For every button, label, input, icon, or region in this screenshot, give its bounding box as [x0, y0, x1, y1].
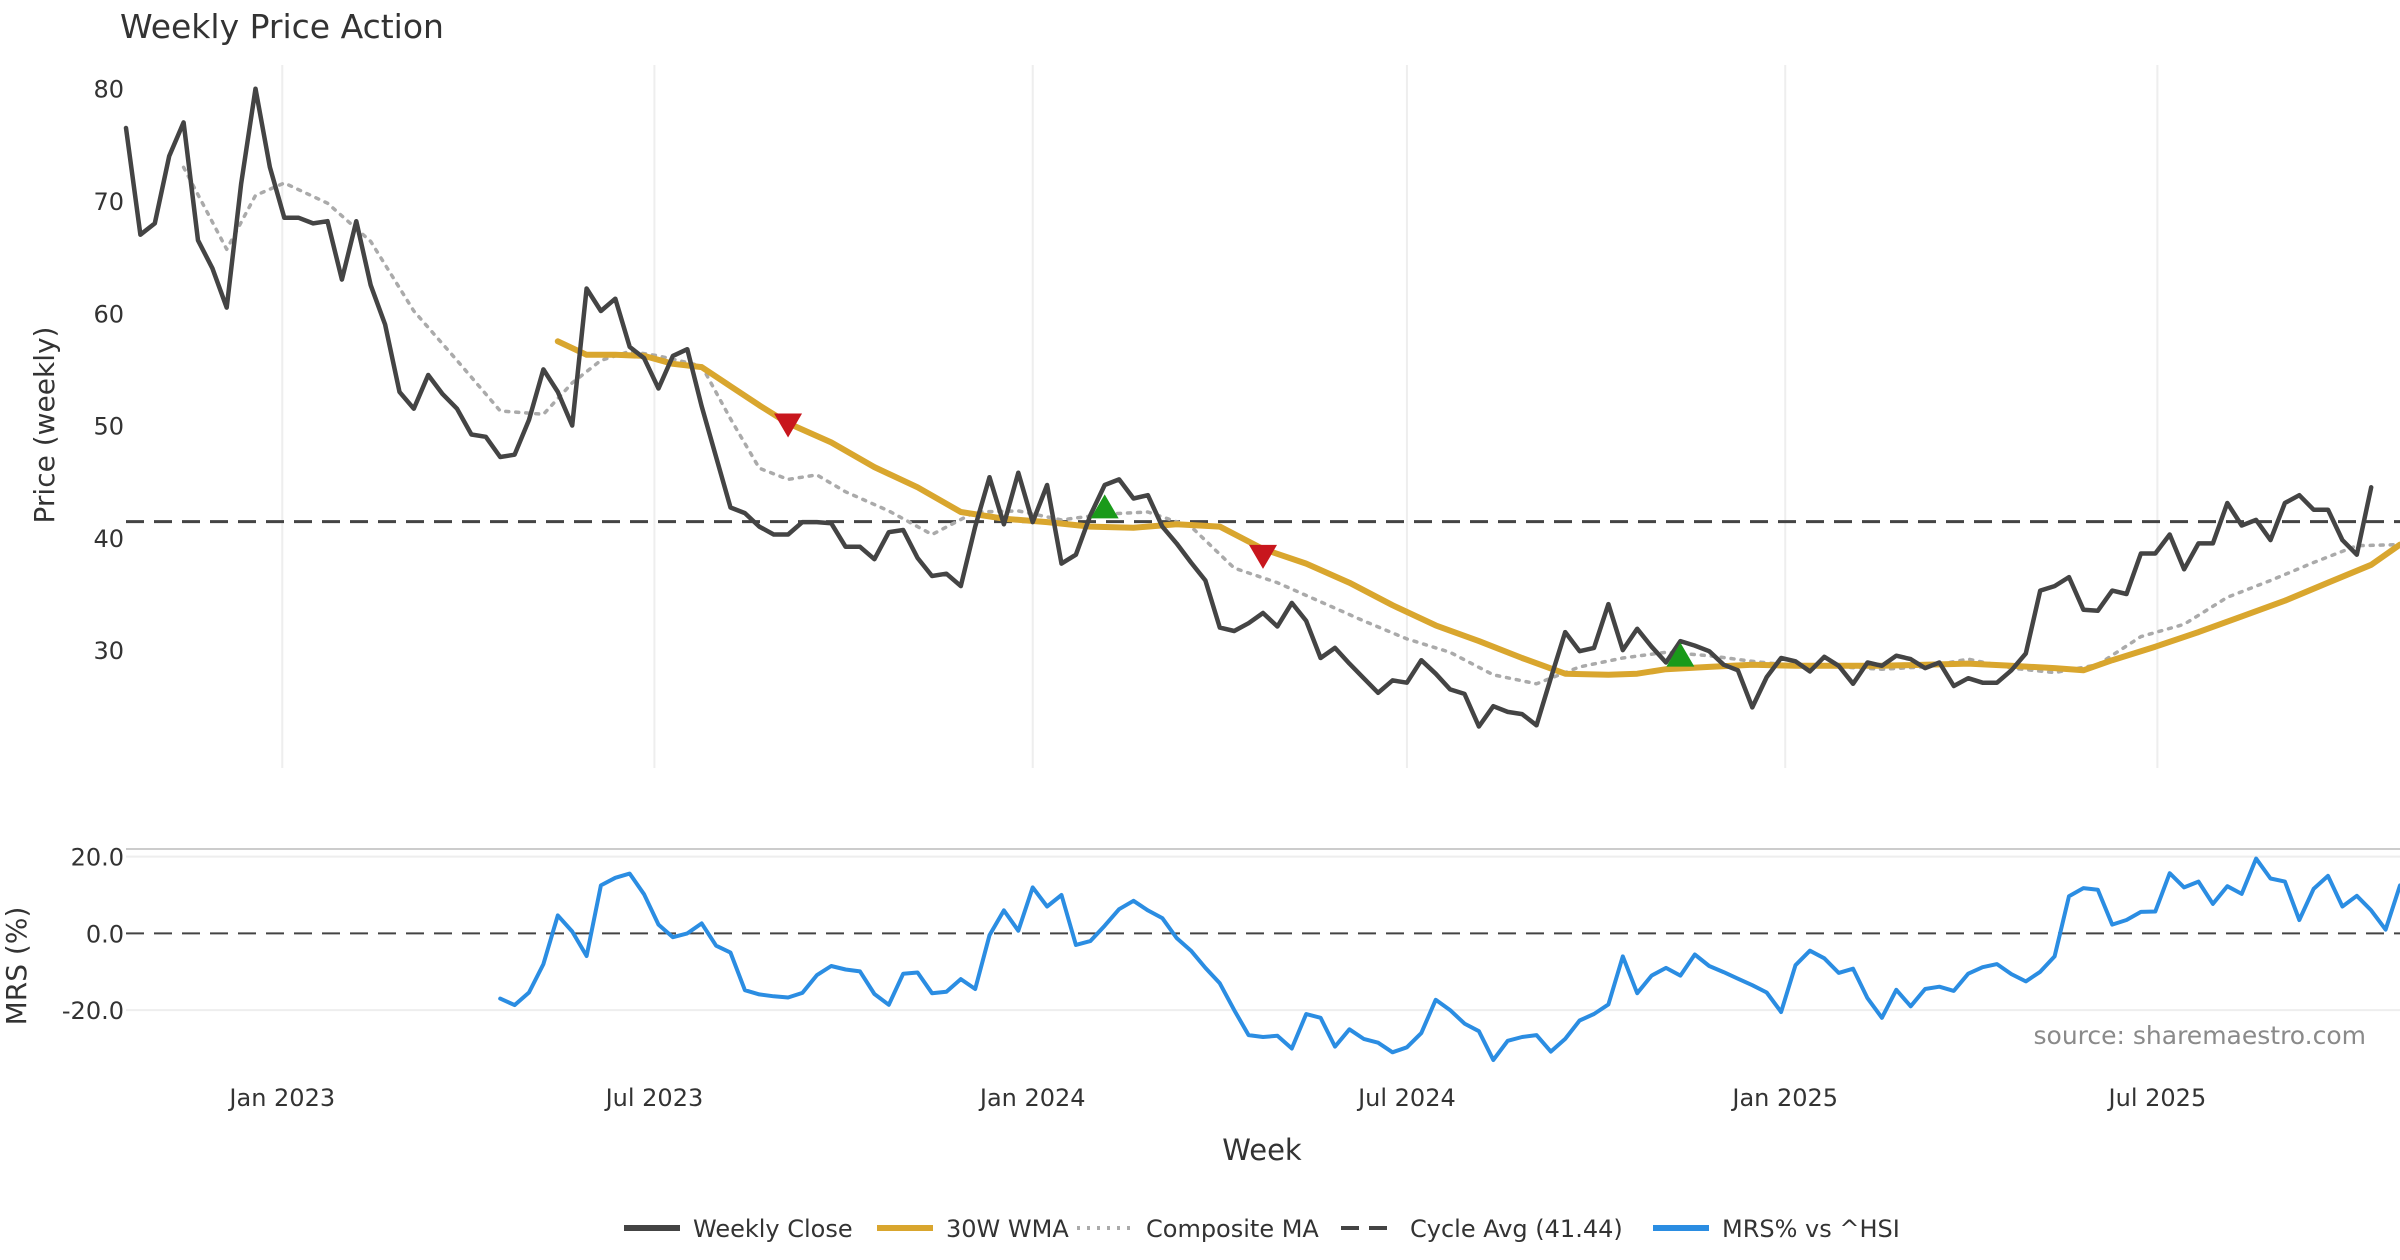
price-y-tick-label: 70	[93, 188, 124, 216]
price-y-tick-label: 80	[93, 76, 124, 104]
price-y-tick-label: 50	[93, 413, 124, 441]
mrs-panel: 20.0 0.0 -20.0 MRS (%) source: sharemaestr…	[0, 844, 2400, 1062]
weekly-close-line	[123, 86, 2374, 729]
x-tick-label: Jan 2024	[978, 1084, 1086, 1112]
price-y-axis-label: Price (weekly)	[28, 327, 61, 524]
price-y-tick-label: 40	[93, 525, 124, 553]
legend-item: Composite MA	[1077, 1215, 1319, 1243]
x-axis-ticks: Jan 2023 Jul 2023 Jan 2024 Jul 2024 Jan 2025…	[227, 1084, 2206, 1112]
mrs-y-tick-label: -20.0	[62, 997, 124, 1025]
legend-label: Weekly Close	[693, 1215, 853, 1243]
price-y-tick-label: 30	[93, 637, 124, 665]
legend-item: Weekly Close	[624, 1215, 853, 1243]
x-tick-label: Jul 2025	[2107, 1084, 2207, 1112]
mrs-line	[498, 856, 2400, 1062]
sell-signal-marker	[774, 413, 803, 438]
chart-title: Weekly Price Action	[120, 7, 444, 46]
buy-signal-marker	[1666, 642, 1695, 667]
signal-markers	[774, 413, 1695, 667]
source-note: source: sharemaestro.com	[2034, 1021, 2367, 1050]
price-grid	[281, 65, 2159, 768]
mrs-y-axis-label: MRS (%)	[0, 907, 33, 1026]
legend-item: Cycle Avg (41.44)	[1341, 1215, 1623, 1243]
x-tick-label: Jan 2025	[1730, 1084, 1838, 1112]
wma-30w-line	[554, 338, 2400, 678]
sell-signal-marker	[1249, 544, 1277, 569]
legend-label: Composite MA	[1146, 1215, 1319, 1243]
price-y-ticks: 30 40 50 60 70 80	[93, 76, 124, 665]
legend-label: MRS% vs ^HSI	[1722, 1215, 1900, 1243]
legend: Weekly Close 30W WMA Composite MA Cycle Avg…	[624, 1215, 1900, 1243]
legend-label: Cycle Avg (41.44)	[1410, 1215, 1623, 1243]
x-tick-label: Jul 2023	[604, 1084, 704, 1112]
x-tick-label: Jul 2024	[1356, 1084, 1456, 1112]
mrs-y-tick-label: 0.0	[86, 920, 124, 948]
mrs-series-line	[498, 856, 2400, 1062]
price-panel: 30 40 50 60 70 80 Price (weekly)	[28, 65, 2400, 768]
price-series-lines	[123, 86, 2400, 729]
price-y-tick-label: 60	[93, 300, 124, 328]
x-tick-label: Jan 2023	[227, 1084, 335, 1112]
legend-label: 30W WMA	[946, 1215, 1069, 1243]
x-axis-label: Week	[1222, 1133, 1302, 1167]
mrs-y-ticks: 20.0 0.0 -20.0	[62, 844, 2400, 1025]
mrs-y-tick-label: 20.0	[71, 844, 124, 872]
buy-signal-marker	[1090, 494, 1119, 519]
legend-item: MRS% vs ^HSI	[1653, 1215, 1900, 1243]
legend-item: 30W WMA	[877, 1215, 1069, 1243]
